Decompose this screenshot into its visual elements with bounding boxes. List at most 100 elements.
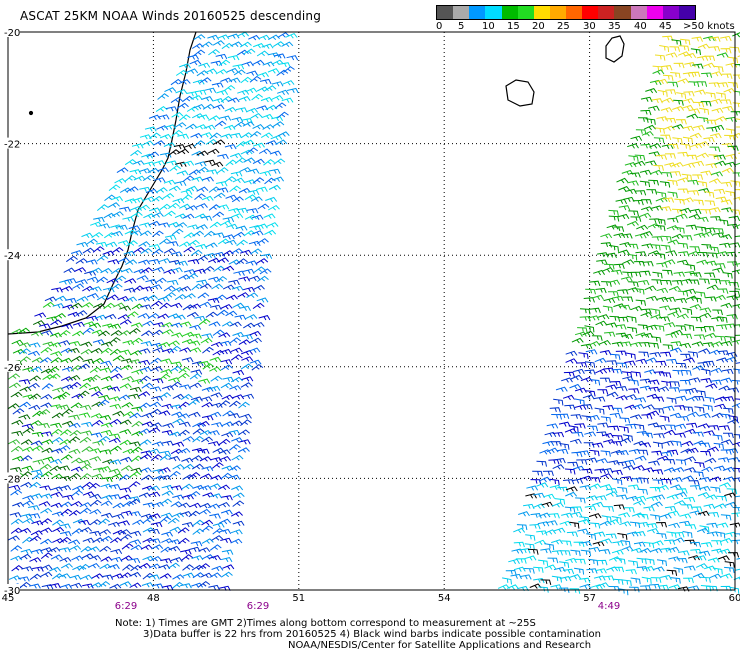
wind-barb <box>672 125 683 130</box>
wind-barb <box>701 543 712 548</box>
wind-barb <box>132 144 143 148</box>
wind-barb <box>662 36 673 41</box>
wind-barb <box>717 53 728 57</box>
wind-barb <box>634 542 645 547</box>
wind-barb <box>659 306 670 310</box>
wind-barb <box>705 297 716 302</box>
time-label: 6:29 <box>247 601 269 612</box>
wind-barb <box>170 527 181 532</box>
wind-barb <box>80 465 91 470</box>
wind-barb <box>231 539 242 544</box>
wind-barb <box>622 297 632 302</box>
wind-barb <box>51 320 62 325</box>
wind-barb <box>160 204 171 209</box>
wind-barb <box>20 357 31 363</box>
wind-barb <box>618 215 629 219</box>
wind-barb <box>162 491 173 496</box>
wind-barb <box>109 438 120 443</box>
wind-barb <box>722 168 733 173</box>
wind-barb <box>666 333 677 337</box>
wind-barb <box>732 270 740 274</box>
wind-barb <box>719 426 730 431</box>
wind-barb <box>130 387 141 391</box>
wind-barb <box>696 327 706 332</box>
wind-barb <box>679 46 689 51</box>
wind-barb <box>272 177 283 182</box>
wind-barb <box>61 509 72 515</box>
wind-barb <box>635 456 646 461</box>
wind-barb <box>649 251 660 256</box>
wind-barb <box>231 172 242 176</box>
wind-barb <box>209 556 220 560</box>
wind-barb <box>667 218 678 223</box>
wind-barb <box>667 398 677 404</box>
wind-barb <box>110 225 121 229</box>
wind-barb <box>173 465 184 470</box>
wind-barb <box>721 539 732 544</box>
wind-barb <box>643 405 654 410</box>
wind-barb <box>665 507 676 512</box>
wind-barb <box>192 464 203 469</box>
wind-barb <box>692 64 703 69</box>
wind-barb <box>268 35 279 40</box>
wind-barb <box>570 439 581 443</box>
wind-barb <box>81 350 92 355</box>
wind-barb <box>163 194 174 199</box>
wind-barb <box>589 547 600 551</box>
wind-barb <box>729 216 740 221</box>
wind-barb <box>651 170 662 175</box>
wind-barb <box>682 505 693 510</box>
wind-barb <box>713 125 724 129</box>
wind-barb <box>131 370 142 375</box>
wind-barb <box>190 383 201 388</box>
wind-barbs <box>8 32 740 595</box>
wind-barb <box>540 549 551 554</box>
wind-barb <box>183 305 194 310</box>
wind-barb <box>655 128 665 134</box>
wind-barb <box>723 477 734 482</box>
wind-barb <box>565 492 576 497</box>
wind-barb <box>149 539 160 543</box>
wind-barb <box>188 240 199 245</box>
wind-barb <box>537 483 548 488</box>
wind-barb <box>213 212 224 217</box>
wind-barb <box>252 231 263 236</box>
wind-barb <box>673 468 684 473</box>
wind-barb <box>661 66 672 71</box>
wind-barb <box>60 476 71 480</box>
wind-barb <box>252 365 263 371</box>
wind-barb <box>657 288 668 292</box>
wind-barb <box>715 161 726 166</box>
wind-barb <box>733 103 740 109</box>
wind-barb <box>655 55 665 61</box>
wind-barb <box>141 475 152 480</box>
wind-barb <box>616 199 627 204</box>
wind-barb <box>231 530 242 535</box>
wind-barb <box>253 286 264 291</box>
wind-barb <box>554 459 565 464</box>
wind-barb <box>710 477 721 482</box>
wind-barb <box>130 170 141 174</box>
wind-barb <box>697 142 708 147</box>
wind-barb <box>218 239 229 244</box>
wind-barb <box>208 149 219 154</box>
wind-barb <box>261 98 272 103</box>
mauritius-island <box>606 36 624 62</box>
wind-barb <box>241 357 252 362</box>
wind-barb <box>586 458 597 463</box>
wind-barb <box>652 272 662 278</box>
wind-barb <box>609 245 619 251</box>
wind-barb <box>19 343 30 348</box>
wind-barb <box>579 353 589 359</box>
wind-barb <box>111 197 122 202</box>
wind-barb <box>145 280 156 284</box>
wind-barb <box>580 476 591 480</box>
wind-barb <box>502 578 511 585</box>
wind-barb <box>668 312 679 317</box>
wind-barb <box>272 82 283 86</box>
wind-barb <box>259 316 270 320</box>
wind-barb <box>592 336 602 341</box>
wind-barb <box>174 145 185 149</box>
wind-barb <box>119 306 130 311</box>
